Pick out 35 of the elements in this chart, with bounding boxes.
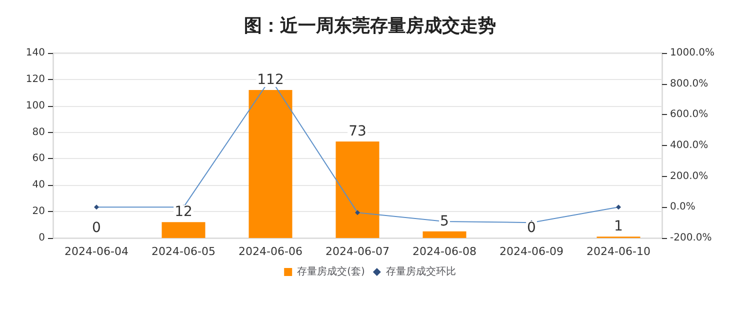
legend-label: 存量房成交(套)	[297, 266, 365, 278]
x-tick-label: 2024-06-05	[152, 245, 216, 258]
y-tick-label: 20	[32, 206, 45, 218]
y2-tick-label: 1000.0%	[670, 48, 714, 58]
data-label: 0	[527, 220, 536, 236]
y-tick-label: 100	[26, 100, 45, 112]
x-tick-label: 2024-06-09	[500, 245, 564, 258]
bar	[422, 231, 466, 238]
chart-title: 图：近一周东莞存量房成交走势	[244, 16, 496, 36]
bar	[248, 90, 292, 238]
y2-tick-label: 200.0%	[670, 170, 708, 182]
y-tick-label: 120	[26, 74, 45, 85]
bar	[162, 222, 206, 238]
y-tick-label: 140	[26, 48, 45, 58]
x-tick-label: 2024-06-07	[326, 245, 390, 258]
y-tick-label: 60	[32, 153, 45, 164]
data-label: 1	[614, 218, 623, 235]
x-tick-label: 2024-06-06	[238, 245, 302, 258]
y2-tick-label: 600.0%	[670, 109, 708, 120]
x-tick-label: 2024-06-04	[64, 245, 128, 258]
data-label: 12	[174, 204, 192, 220]
y-tick-label: 40	[32, 180, 45, 191]
data-label: 73	[348, 124, 366, 140]
y2-tick-label: 400.0%	[670, 140, 708, 151]
y-tick-label: 0	[38, 232, 45, 244]
data-label: 0	[92, 220, 101, 236]
data-label: 5	[440, 213, 449, 230]
y2-tick-label: 0.0%	[670, 202, 696, 213]
bar	[336, 142, 380, 238]
legend-label: 存量房成交环比	[386, 266, 456, 278]
y2-tick-label: -200.0%	[670, 232, 712, 244]
x-tick-label: 2024-06-08	[412, 245, 476, 258]
y-tick-label: 80	[32, 126, 45, 138]
x-tick-label: 2024-06-10	[586, 245, 650, 258]
y2-tick-label: 800.0%	[670, 78, 708, 90]
